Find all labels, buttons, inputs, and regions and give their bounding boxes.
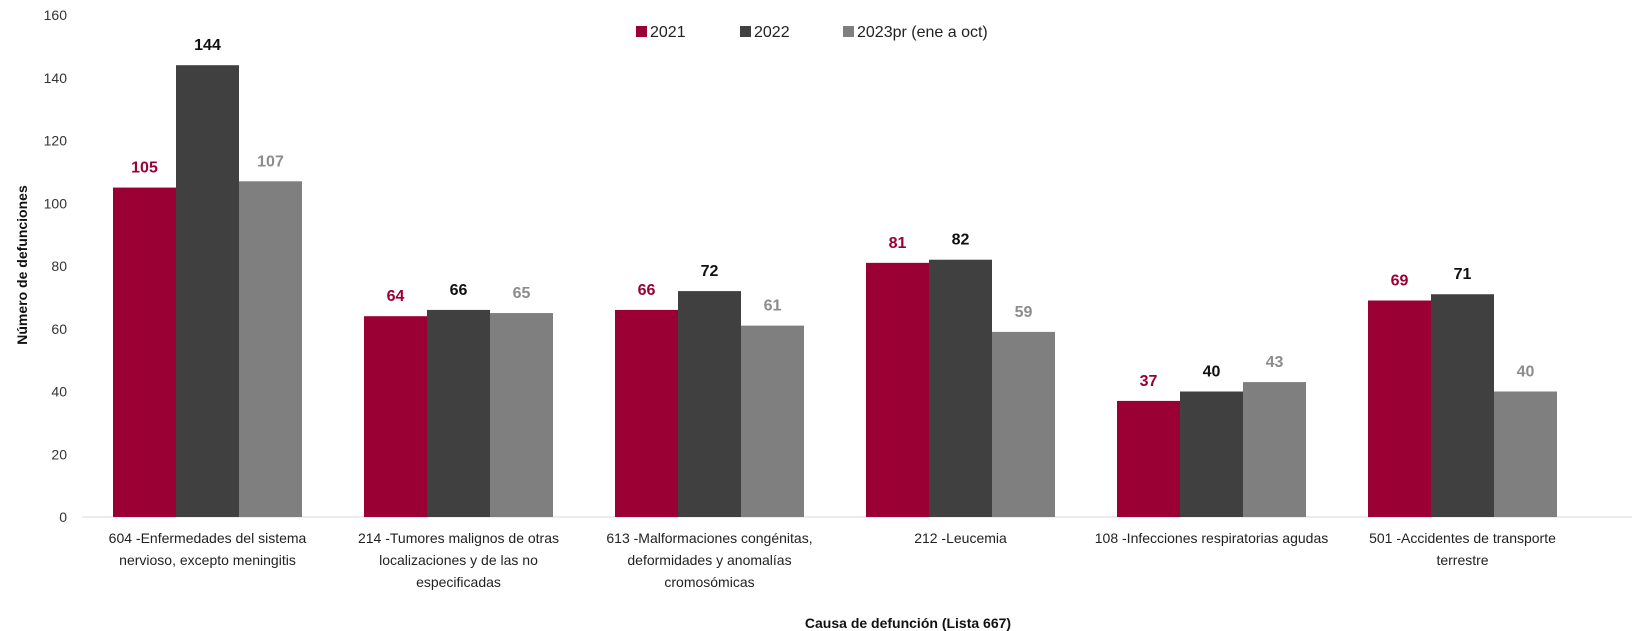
data-labels: 105 144 107 64 66 65 66 72 61 81 82 59 37 40 43 69 71 40 bbox=[131, 37, 1534, 390]
y-tick-label: 140 bbox=[44, 70, 68, 86]
y-tick-label: 0 bbox=[59, 509, 67, 525]
data-label: 72 bbox=[701, 263, 719, 280]
category-label-line: cromosómicas bbox=[664, 574, 754, 590]
category-label-line: localizaciones y de las no bbox=[379, 552, 538, 568]
bar bbox=[1431, 294, 1494, 517]
y-tick-label: 120 bbox=[44, 133, 68, 149]
category-label: 501 -Accidentes de transporte terrestre bbox=[1369, 530, 1556, 568]
bar bbox=[1243, 382, 1306, 517]
data-label: 64 bbox=[387, 288, 405, 305]
bar bbox=[239, 181, 302, 517]
bar bbox=[1494, 391, 1557, 517]
data-label: 107 bbox=[257, 153, 284, 170]
data-label: 65 bbox=[513, 285, 531, 302]
category-label-line: 214 -Tumores malignos de otras bbox=[358, 530, 559, 546]
category-label-line: terrestre bbox=[1436, 552, 1488, 568]
category-label-line: 613 -Malformaciones congénitas, bbox=[606, 530, 812, 546]
category-label-line: 501 -Accidentes de transporte bbox=[1369, 530, 1556, 546]
data-label: 71 bbox=[1454, 266, 1472, 283]
data-label: 105 bbox=[131, 160, 158, 177]
category-label: 613 -Malformaciones congénitas, deformida… bbox=[606, 530, 812, 590]
y-tick-label: 100 bbox=[44, 195, 68, 211]
bars bbox=[113, 65, 1557, 517]
bar bbox=[1180, 391, 1243, 517]
bar bbox=[992, 331, 1055, 517]
y-tick-label: 160 bbox=[44, 7, 68, 23]
category-label: 212 -Leucemia bbox=[914, 530, 1007, 546]
data-label: 66 bbox=[450, 282, 468, 299]
data-label: 66 bbox=[638, 282, 656, 299]
data-label: 59 bbox=[1015, 304, 1033, 321]
data-label: 43 bbox=[1266, 354, 1284, 371]
bar bbox=[490, 313, 553, 517]
legend-label: 2023pr (ene a oct) bbox=[857, 24, 988, 41]
bar bbox=[176, 65, 239, 517]
category-label-line: deformidades y anomalías bbox=[627, 552, 791, 568]
legend-label: 2022 bbox=[754, 24, 790, 41]
category-label-line: especificadas bbox=[416, 574, 501, 590]
bar bbox=[1117, 400, 1180, 517]
data-label: 81 bbox=[889, 235, 907, 252]
y-axis-ticks: 0 20 40 60 80 100 120 140 160 bbox=[44, 7, 68, 525]
bar bbox=[929, 259, 992, 517]
category-label-line: 604 -Enfermedades del sistema bbox=[109, 530, 307, 546]
y-tick-label: 60 bbox=[51, 321, 67, 337]
category-labels: 604 -Enfermedades del sistema nervioso, e… bbox=[109, 530, 1556, 590]
data-label: 69 bbox=[1391, 273, 1409, 290]
category-label-line: nervioso, excepto meningitis bbox=[119, 552, 296, 568]
y-tick-label: 20 bbox=[51, 446, 67, 462]
data-label: 40 bbox=[1203, 364, 1221, 381]
legend-swatch bbox=[843, 26, 854, 37]
y-axis-title: Número de defunciones bbox=[14, 185, 30, 345]
data-label: 61 bbox=[764, 298, 782, 315]
bar bbox=[1368, 300, 1431, 517]
y-tick-label: 80 bbox=[51, 258, 67, 274]
bar bbox=[615, 309, 678, 517]
y-tick-label: 40 bbox=[51, 384, 67, 400]
x-axis-title: Causa de defunción (Lista 667) bbox=[805, 615, 1011, 631]
data-label: 37 bbox=[1140, 373, 1158, 390]
data-label: 144 bbox=[194, 37, 221, 54]
legend-swatch bbox=[740, 26, 751, 37]
bar bbox=[427, 309, 490, 517]
legend-label: 2021 bbox=[650, 24, 686, 41]
legend-swatch bbox=[636, 26, 647, 37]
bar bbox=[866, 262, 929, 517]
category-label: 604 -Enfermedades del sistema nervioso, e… bbox=[109, 530, 307, 568]
bar bbox=[678, 291, 741, 517]
category-label-line: 212 -Leucemia bbox=[914, 530, 1007, 546]
data-label: 82 bbox=[952, 232, 970, 249]
bar bbox=[364, 316, 427, 517]
data-label: 40 bbox=[1517, 364, 1535, 381]
legend: 2021 2022 2023pr (ene a oct) bbox=[636, 24, 988, 41]
category-label: 108 -Infecciones respiratorias agudas bbox=[1095, 530, 1328, 546]
category-label-line: 108 -Infecciones respiratorias agudas bbox=[1095, 530, 1328, 546]
category-label: 214 -Tumores malignos de otras localizaci… bbox=[358, 530, 559, 590]
bar bbox=[741, 325, 804, 517]
bar bbox=[113, 187, 176, 517]
